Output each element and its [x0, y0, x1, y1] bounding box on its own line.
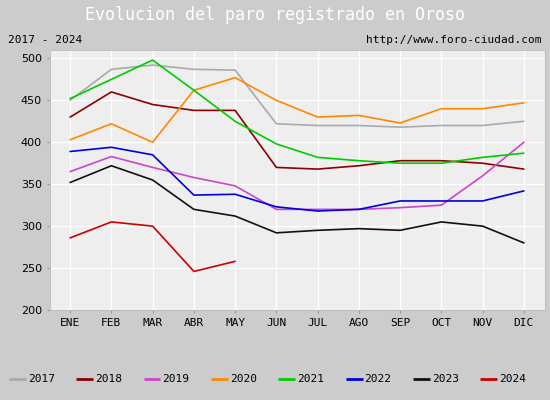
Text: 2020: 2020: [230, 374, 257, 384]
Text: 2023: 2023: [432, 374, 459, 384]
Text: 2017 - 2024: 2017 - 2024: [8, 35, 82, 45]
Text: 2024: 2024: [499, 374, 526, 384]
Text: 2022: 2022: [365, 374, 392, 384]
Text: 2021: 2021: [297, 374, 324, 384]
Text: 2019: 2019: [162, 374, 190, 384]
Text: http://www.foro-ciudad.com: http://www.foro-ciudad.com: [366, 35, 542, 45]
Text: 2017: 2017: [28, 374, 55, 384]
Text: Evolucion del paro registrado en Oroso: Evolucion del paro registrado en Oroso: [85, 6, 465, 24]
Text: 2018: 2018: [95, 374, 122, 384]
